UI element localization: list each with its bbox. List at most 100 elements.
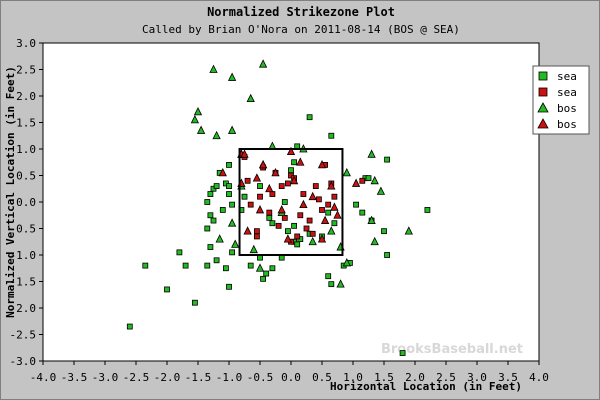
sea-green-square-point: [126, 323, 133, 330]
y-tick-label: -2.0: [10, 302, 37, 315]
sea-green-square-point: [207, 244, 214, 250]
bos-red-triangle-point: [327, 181, 336, 190]
sea-red-square-point: [269, 191, 276, 197]
x-tick-label: 1.5: [374, 371, 394, 384]
sea-green-square-point: [384, 156, 391, 163]
bos-green-triangle-point: [215, 234, 224, 243]
bos-green-triangle-point: [370, 236, 379, 246]
x-tick-label: 3.0: [467, 371, 487, 384]
plot-area: [42, 42, 540, 362]
bos-green-triangle-point: [258, 59, 268, 68]
y-axis-ticks: -3.0 -2.5 -2.0 -1.5 -1.0 -0.5 0.0 0.5 1.0 1.5 2.0 2…: [10, 37, 43, 368]
chart-subtitle: Called by Brian O'Nora on 2011-08-14 (BO…: [142, 23, 460, 36]
y-tick-label: -2.5: [10, 329, 37, 342]
bos-red-triangle-point: [283, 234, 293, 243]
bos-red-triangle-point: [317, 160, 327, 169]
sea-green-square-point: [213, 183, 220, 190]
sea-green-square-point: [266, 214, 273, 221]
bos-green-triangle-point: [249, 244, 258, 254]
bos-red-triangle-point: [351, 178, 361, 187]
sea-green-square-point: [229, 201, 236, 208]
bos-red-triangle-point: [265, 183, 274, 193]
sea-green-square-point: [359, 209, 366, 216]
bos-red-triangle-point: [277, 205, 286, 214]
bos-green-triangle-point: [255, 263, 265, 272]
bos-red-triangle-point: [289, 175, 299, 185]
bos-green-triangle-point: [370, 175, 379, 185]
x-tick-label: -0.5: [247, 371, 274, 384]
x-tick-label: 0.5: [312, 371, 332, 384]
watermark: BrooksBaseball.net: [381, 342, 523, 357]
x-tick-label: 1.0: [343, 371, 363, 384]
x-tick-label: 3.5: [498, 371, 518, 384]
sea-red-square-point: [309, 230, 316, 237]
sea-red-square-point: [359, 177, 366, 184]
sea-red-square-point: [266, 209, 273, 216]
legend-marker: [537, 102, 549, 113]
bos-green-triangle-point: [376, 186, 386, 195]
sea-green-square-point: [213, 257, 220, 264]
bos-red-triangle-point: [333, 210, 342, 219]
sea-green-square-point: [207, 191, 214, 197]
sea-green-square-point: [381, 228, 387, 235]
sea-green-square-point: [204, 262, 211, 269]
bos-green-triangle-point: [227, 72, 237, 81]
y-tick-label: -3.0: [10, 355, 37, 368]
bos-green-triangle-point: [342, 258, 351, 267]
x-tick-label: -2.0: [154, 371, 181, 384]
sea-green-square-point: [226, 191, 232, 197]
bos-green-triangle-point: [342, 167, 351, 177]
sea-green-square-point: [226, 161, 232, 168]
sea-green-square-point: [325, 273, 332, 280]
sea-red-square-point: [306, 217, 313, 224]
bos-red-triangle-point: [317, 234, 327, 243]
sea-red-square-point: [284, 180, 291, 187]
x-tick-label: 2.5: [436, 371, 456, 384]
sea-green-square-point: [210, 217, 217, 224]
sea-red-square-point: [297, 212, 304, 219]
sea-green-square-point: [182, 262, 189, 269]
bos-red-triangle-point: [258, 160, 268, 169]
sea-red-square-point: [253, 228, 260, 235]
x-axis-label: Horizontal Location (in Feet): [330, 380, 522, 393]
bos-green-triangle-point: [336, 279, 345, 288]
bos-green-triangle-point: [212, 130, 221, 140]
sea-red-square-point: [244, 177, 251, 184]
sea-green-square-point: [191, 299, 198, 306]
sea-red-square-point: [257, 193, 263, 200]
bos-red-triangle-point: [286, 146, 296, 156]
sea-red-square-point: [325, 201, 332, 208]
sea-green-square-point: [229, 249, 236, 256]
legend-label: sea: [557, 70, 577, 83]
bos-green-triangle-point: [193, 107, 203, 116]
sea-green-square-point: [247, 262, 254, 269]
sea-green-square-point: [353, 201, 360, 208]
x-tick-label: -1.0: [216, 371, 243, 384]
sea-red-square-point: [331, 193, 338, 200]
x-tick-label: 0.0: [281, 371, 301, 384]
sea-green-square-point: [204, 225, 211, 232]
sea-green-square-point: [207, 212, 214, 219]
bos-green-triangle-point: [196, 125, 206, 134]
bos-red-triangle-point: [252, 173, 262, 182]
y-tick-label: -1.5: [10, 276, 37, 289]
strike-zone-box: [238, 148, 344, 256]
x-tick-label: -2.5: [123, 371, 150, 384]
bos-green-triangle-point: [367, 215, 376, 224]
bos-green-triangle-point: [231, 239, 240, 248]
bos-red-triangle-point: [330, 202, 339, 211]
chart-title: Normalized Strikezone Plot: [207, 5, 395, 19]
bos-red-triangle-point: [243, 226, 252, 235]
sea-green-square-point: [226, 183, 232, 190]
sea-green-square-point: [399, 350, 406, 356]
sea-green-square-point: [291, 159, 298, 166]
bos-green-triangle-point: [308, 236, 317, 246]
sea-red-square-point: [278, 183, 285, 190]
sea-red-square-point: [315, 196, 322, 203]
bos-red-triangle-point: [320, 215, 330, 224]
sea-green-square-point: [384, 252, 391, 258]
x-tick-label: -3.0: [92, 371, 119, 384]
sea-green-square-point: [281, 199, 288, 205]
legend-marker: [537, 118, 549, 129]
sea-green-square-point: [222, 265, 229, 272]
